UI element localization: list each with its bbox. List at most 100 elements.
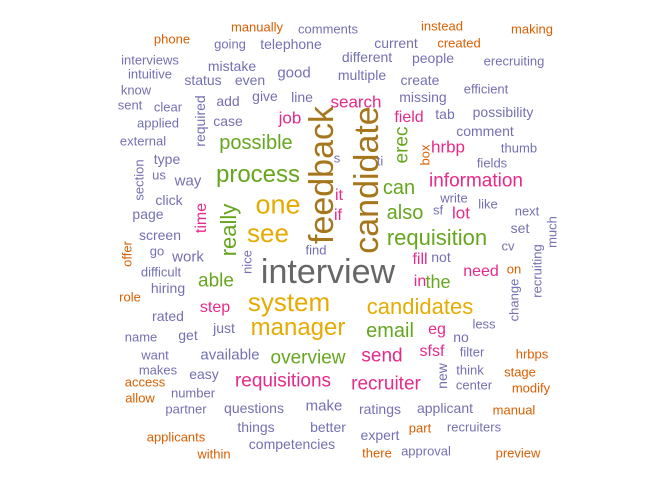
word-people: people xyxy=(411,50,455,66)
word-efficient: efficient xyxy=(463,81,509,97)
word-click: click xyxy=(155,192,183,208)
word-different: different xyxy=(341,49,393,65)
word-able: able xyxy=(198,270,234,292)
word-less: less xyxy=(472,316,496,332)
word-field: field xyxy=(394,109,424,126)
word-case: case xyxy=(213,113,243,129)
word-candidate: candidate xyxy=(348,106,386,254)
word-recruiting: recruiting xyxy=(529,244,545,298)
word-approval: approval xyxy=(401,443,451,459)
word-want: want xyxy=(141,347,169,363)
word-really: really xyxy=(216,203,241,257)
word-line: line xyxy=(291,89,313,105)
word-within: within xyxy=(197,446,231,462)
word-process: process xyxy=(215,161,301,188)
word-external: external xyxy=(119,133,167,149)
word-send: send xyxy=(361,345,403,367)
word-expert: expert xyxy=(360,427,400,443)
word-recruiter: recruiter xyxy=(351,373,421,395)
word-like: like xyxy=(478,196,498,212)
word-tab: tab xyxy=(435,106,455,122)
word-rated: rated xyxy=(152,308,184,324)
word-telephone: telephone xyxy=(260,36,322,52)
word-next: next xyxy=(514,203,540,219)
word-required: required xyxy=(192,95,208,147)
word-phone: phone xyxy=(153,31,191,47)
word-if: if xyxy=(334,207,342,224)
word-mistake: mistake xyxy=(207,58,257,74)
word-comment: comment xyxy=(456,123,514,139)
word-stage: stage xyxy=(504,364,536,380)
word-current: current xyxy=(374,35,418,51)
word-time: time xyxy=(193,202,210,234)
word-erec: erec xyxy=(391,126,413,164)
word-get: get xyxy=(178,327,198,343)
word-system: system xyxy=(247,287,331,317)
word-set: set xyxy=(510,220,530,236)
word-offer: offer xyxy=(119,241,135,267)
word-just: just xyxy=(213,320,235,336)
word-write: write xyxy=(440,190,468,206)
word-available: available xyxy=(200,346,260,364)
word-lot: lot xyxy=(452,203,470,223)
word-role: role xyxy=(119,289,141,305)
word-missing: missing xyxy=(399,89,447,105)
word-fill: fill xyxy=(412,251,428,268)
word-possible: possible xyxy=(219,132,293,154)
word-make: make xyxy=(305,397,343,415)
word-clear: clear xyxy=(153,99,183,115)
word-sf: sf xyxy=(432,202,444,218)
word-status: status xyxy=(184,72,222,88)
word-new: new xyxy=(434,363,450,389)
word-making: making xyxy=(511,21,553,37)
word-go: go xyxy=(149,243,165,259)
word-instead: instead xyxy=(421,18,463,34)
word-also: also xyxy=(386,202,424,224)
word-preview: preview xyxy=(495,445,541,461)
word-eg: eg xyxy=(428,321,446,338)
word-applied: applied xyxy=(137,115,179,131)
word-cv: cv xyxy=(501,238,515,254)
word-manual: manual xyxy=(492,402,536,418)
word-fields: fields xyxy=(476,155,508,171)
word-requisition: requisition xyxy=(386,225,488,250)
word-section: section xyxy=(131,159,147,201)
word-multiple: multiple xyxy=(337,67,387,83)
word-access: access xyxy=(124,374,166,390)
word-the: the xyxy=(425,272,451,292)
word-screen: screen xyxy=(138,227,182,243)
word-type: type xyxy=(153,151,181,167)
word-find: find xyxy=(305,242,327,258)
word-email: email xyxy=(366,320,414,342)
word-makes: makes xyxy=(138,362,178,378)
word-things: things xyxy=(237,419,275,435)
word-there: there xyxy=(362,445,392,461)
word-sent: sent xyxy=(117,97,143,113)
word-hrbp: hrbp xyxy=(430,137,466,157)
word-better: better xyxy=(310,419,346,435)
word-give: give xyxy=(252,88,278,104)
word-in: in xyxy=(413,273,427,290)
word-much: much xyxy=(544,216,560,248)
word-need: need xyxy=(463,263,499,280)
word-comments: comments xyxy=(298,21,358,37)
word-nice: nice xyxy=(239,250,255,274)
word-created: created xyxy=(437,35,481,51)
word-information: information xyxy=(429,170,523,192)
word-even: even xyxy=(234,72,266,88)
word-not: not xyxy=(431,249,451,265)
word-hiring: hiring xyxy=(150,280,186,296)
word-know: know xyxy=(120,82,152,98)
word-create: create xyxy=(400,72,440,88)
word-applicants: applicants xyxy=(146,429,206,445)
word-on: on xyxy=(506,261,522,277)
word-see: see xyxy=(247,218,289,248)
word-name: name xyxy=(124,329,158,345)
word-possibility: possibility xyxy=(472,104,534,120)
word-box: box xyxy=(417,144,433,166)
word-modify: modify xyxy=(511,380,551,396)
word-us: us xyxy=(152,167,166,183)
word-overview: overview xyxy=(270,347,346,369)
word-job: job xyxy=(278,108,302,128)
